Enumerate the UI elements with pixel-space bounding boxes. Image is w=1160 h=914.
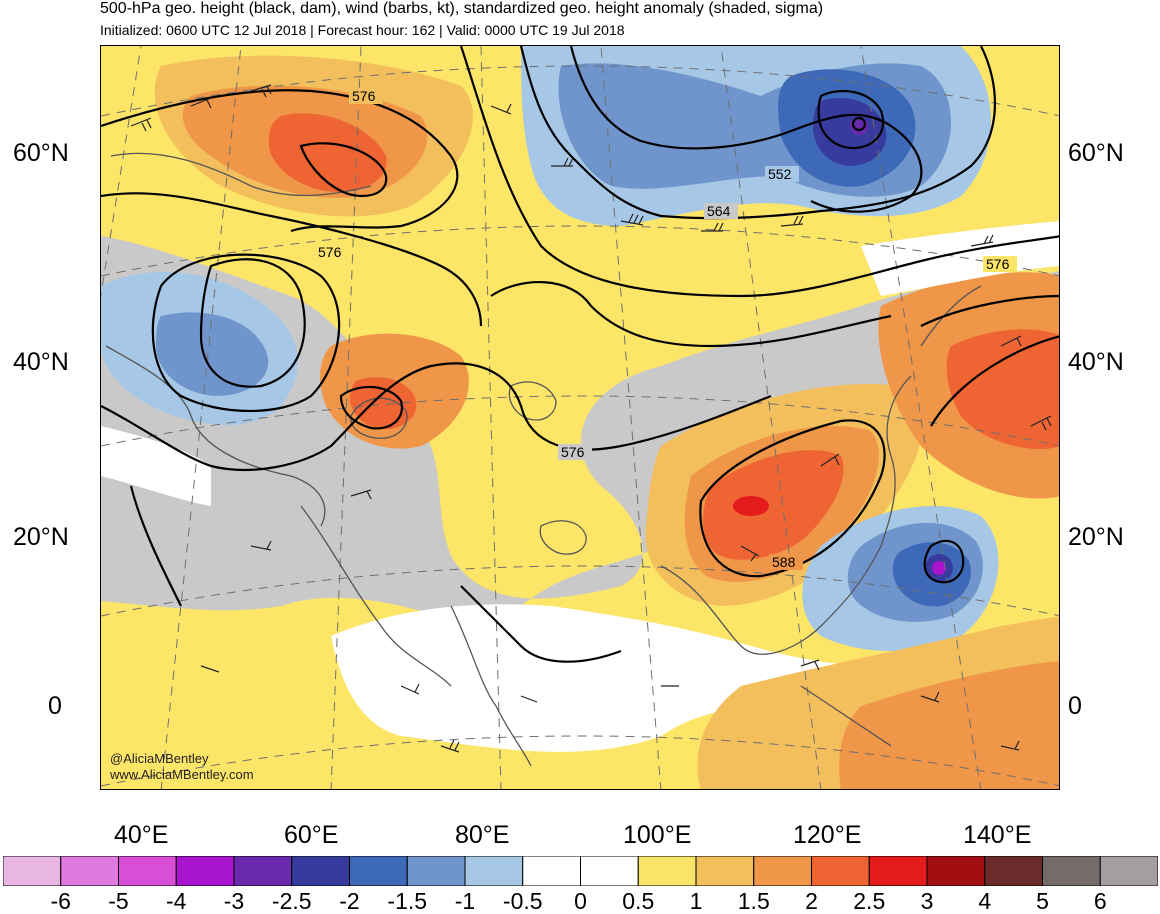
colorbar-label: -1.5 <box>387 888 428 914</box>
colorbar-label: -3 <box>223 888 245 914</box>
map-title: 500-hPa geo. height (black, dam), wind (… <box>100 0 824 17</box>
colorbar-label: 5 <box>1036 888 1049 914</box>
colorbar-swatch <box>753 855 812 887</box>
lat-label-60n-right: 60°N <box>1068 139 1124 167</box>
graticule <box>101 46 1059 789</box>
contour-label: 576 <box>986 256 1010 272</box>
lat-label-20n-right: 20°N <box>1068 523 1124 551</box>
colorbar-swatch <box>349 855 408 887</box>
map-canvas: 576 576 552 564 576 576 588 <box>101 46 1059 789</box>
positive-anomaly-china-peak <box>733 496 769 516</box>
contour-label: 588 <box>772 554 796 570</box>
lat-label-0-right: 0 <box>1068 692 1082 720</box>
contour-label: 552 <box>768 166 792 182</box>
colorbar-swatch <box>868 855 928 887</box>
credit-website: www.AliciaMBentley.com <box>110 767 254 782</box>
lon-label-100e: 100°E <box>623 821 692 849</box>
colorbar-label: -4 <box>166 888 187 914</box>
positive-anomaly-china-core <box>703 450 844 560</box>
height-contours <box>101 46 1059 663</box>
contour-label: 564 <box>707 203 731 219</box>
colorbar-swatch <box>175 855 235 887</box>
colorbar-label: -2.5 <box>271 888 312 914</box>
lon-label-60e: 60°E <box>284 821 339 849</box>
contour-label: 576 <box>561 444 585 460</box>
colorbar-swatch <box>118 855 177 887</box>
positive-anomaly-pacific-core <box>946 329 1059 450</box>
lat-label-60n-left: 60°N <box>13 139 69 167</box>
lon-label-120e: 120°E <box>793 821 862 849</box>
colorbar-label: 3 <box>920 888 934 914</box>
lon-label-80e: 80°E <box>455 821 510 849</box>
colorbar-swatch <box>811 855 870 887</box>
negative-anomaly-west-core <box>156 312 269 396</box>
lat-label-20n-left: 20°N <box>13 523 69 551</box>
colorbar-swatch <box>2 855 62 887</box>
neutral-band-south <box>331 604 1059 752</box>
colorbar-label: -1 <box>454 888 476 914</box>
neutral-arabia <box>101 426 211 506</box>
neutral-north-pacific <box>861 221 1059 296</box>
lat-label-0-left: 0 <box>48 692 62 720</box>
colorbar-label: 0.5 <box>622 888 655 914</box>
contour-label: 576 <box>318 244 342 260</box>
colorbar-swatch <box>60 855 119 887</box>
colorbar-swatches <box>2 855 1159 887</box>
colorbar-swatch <box>464 855 524 887</box>
colorbar-swatch <box>522 855 581 887</box>
colorbar-swatch <box>926 855 986 887</box>
lat-label-40n-left: 40°N <box>13 348 69 376</box>
map-panel[interactable]: 576 576 552 564 576 576 588 <box>100 45 1060 790</box>
colorbar-label: 4 <box>978 888 992 914</box>
colorbar-label: -0.5 <box>502 888 543 914</box>
colorbar-swatch <box>580 855 639 887</box>
colorbar-label: -5 <box>108 888 129 914</box>
colorbar-swatch <box>291 855 350 887</box>
colorbar-swatch <box>695 855 755 887</box>
colorbar-label: 1.5 <box>737 888 770 914</box>
contour-labels: 576 576 552 564 576 576 588 <box>315 88 1017 570</box>
coastlines <box>105 152 982 767</box>
colorbar-swatch <box>1099 855 1159 887</box>
colorbar-label: -2 <box>339 888 360 914</box>
map-subtitle: Initialized: 0600 UTC 12 Jul 2018 | Fore… <box>100 22 625 38</box>
lon-label-40e: 40°E <box>114 821 169 849</box>
negative-anomaly-siberia-core <box>813 97 887 166</box>
colorbar-label: 6 <box>1093 888 1107 914</box>
lon-label-140e: 140°E <box>963 821 1032 849</box>
colorbar-label: 0 <box>574 888 587 914</box>
credit-handle: @AliciaMBentley <box>110 751 209 766</box>
colorbar-swatch <box>1042 855 1101 887</box>
colorbar-label: 2.5 <box>853 888 886 914</box>
colorbar-label: -6 <box>50 888 71 914</box>
colorbar-label: 1 <box>689 888 703 914</box>
lat-label-40n-right: 40°N <box>1068 348 1124 376</box>
colorbar-swatch <box>984 855 1043 887</box>
contour-label: 576 <box>352 88 376 104</box>
colorbar <box>2 855 1159 887</box>
colorbar-swatch <box>406 855 466 887</box>
colorbar-label: 2 <box>805 888 818 914</box>
wind-barbs <box>130 84 1052 753</box>
colorbar-swatch <box>637 855 697 887</box>
colorbar-swatch <box>233 855 293 887</box>
typhoon-eye <box>932 561 946 575</box>
positive-anomaly-tropics-east-2 <box>839 661 1059 789</box>
